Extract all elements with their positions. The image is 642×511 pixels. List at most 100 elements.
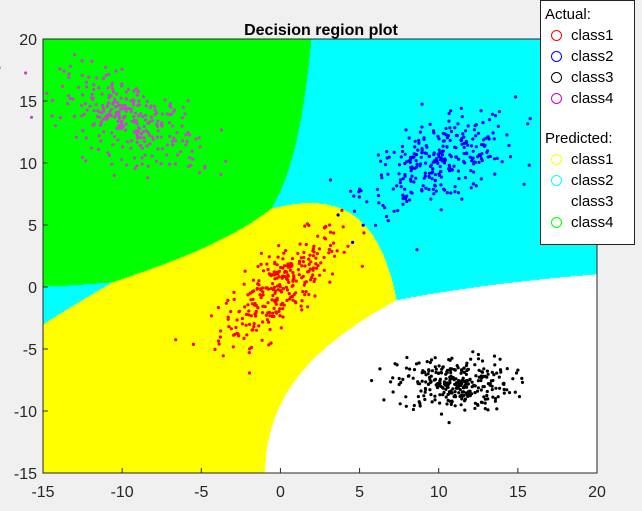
data-point-class4 <box>58 67 62 71</box>
data-point-class4 <box>155 122 159 126</box>
data-point-class3 <box>389 380 393 384</box>
data-point-class3 <box>476 386 480 390</box>
data-point-class4 <box>141 115 145 119</box>
legend-spacer <box>545 109 634 128</box>
data-point-class4 <box>134 87 138 91</box>
data-point-class1 <box>300 264 304 268</box>
data-point-class3 <box>444 377 448 381</box>
data-point-class3 <box>423 390 427 394</box>
legend-predicted-class1: class1 <box>545 149 634 170</box>
data-point-class2 <box>447 111 451 116</box>
data-point-class4 <box>168 104 172 108</box>
data-point-class1 <box>277 269 282 273</box>
data-point-class4 <box>84 80 89 84</box>
data-point-class3 <box>496 395 500 399</box>
data-point-class4 <box>50 98 55 103</box>
data-point-class1 <box>281 257 285 261</box>
data-point-class1 <box>287 280 291 284</box>
data-point-class2 <box>469 144 474 148</box>
data-point-class4 <box>115 110 119 114</box>
data-point-class4 <box>137 130 141 134</box>
data-point-class3 <box>445 381 449 385</box>
data-point-class1 <box>248 322 252 326</box>
data-point-class1 <box>259 296 263 300</box>
data-point-class2 <box>481 121 485 125</box>
data-point-class3 <box>476 379 480 383</box>
data-point-class1 <box>287 292 291 296</box>
y-tick-label: -5 <box>23 342 37 359</box>
data-point-class1 <box>283 264 287 268</box>
data-point-class3 <box>422 394 426 398</box>
data-point-class1 <box>314 266 319 270</box>
data-point-class3 <box>490 370 494 374</box>
data-point-class1 <box>288 297 292 301</box>
data-point-class4 <box>120 119 124 124</box>
data-point-class3 <box>493 363 497 367</box>
data-point-class4 <box>110 84 114 88</box>
data-point-class3 <box>498 368 503 372</box>
data-point-class1 <box>288 268 292 272</box>
data-point-class2 <box>456 169 460 173</box>
data-point-class3 <box>468 377 472 381</box>
data-point-class1 <box>261 269 266 273</box>
data-point-class3 <box>416 380 420 384</box>
data-point-class3 <box>517 395 522 399</box>
data-point-class3 <box>505 367 509 371</box>
data-point-class4 <box>137 126 141 130</box>
legend-marker <box>551 93 562 104</box>
data-point-class2 <box>439 156 443 160</box>
data-point-class2 <box>454 155 458 159</box>
data-point-class2 <box>443 132 447 136</box>
data-point-class4 <box>106 102 110 106</box>
data-point-class1 <box>267 255 271 259</box>
data-point-class2 <box>433 183 437 187</box>
data-point-class1 <box>302 283 306 287</box>
data-point-class2 <box>404 128 408 132</box>
data-point-class1 <box>243 305 247 309</box>
data-point-class2 <box>410 174 414 178</box>
data-point-class1 <box>268 327 272 332</box>
data-point-class1 <box>227 325 231 329</box>
data-point-class2 <box>508 155 513 159</box>
data-point-class4 <box>144 113 148 117</box>
data-point-class4 <box>198 145 202 149</box>
data-point-class1 <box>309 260 313 264</box>
data-point-class4 <box>181 139 185 143</box>
data-point-class3 <box>437 364 441 368</box>
data-point-class2 <box>401 193 405 197</box>
data-point-class1 <box>219 329 223 333</box>
data-point-class4 <box>92 87 96 92</box>
data-point-class1 <box>247 351 251 355</box>
data-point-class3 <box>473 391 477 395</box>
data-point-class2 <box>528 117 532 121</box>
data-point-class1 <box>311 254 315 258</box>
data-point-class1 <box>258 293 262 297</box>
data-point-class1 <box>291 298 295 302</box>
data-point-class4 <box>67 72 71 76</box>
data-point-class3 <box>513 390 517 394</box>
data-point-class4 <box>129 146 133 150</box>
data-point-class2 <box>445 136 449 140</box>
data-point-class4 <box>92 83 96 87</box>
data-point-class2 <box>442 161 447 165</box>
data-point-class3 <box>486 408 490 412</box>
data-point-class1 <box>314 256 318 260</box>
data-point-class1 <box>226 317 230 321</box>
data-point-class4 <box>135 136 140 140</box>
data-point-class4 <box>80 103 84 108</box>
data-point-class4 <box>117 103 121 107</box>
data-point-class1 <box>251 328 255 332</box>
data-point-class4 <box>173 162 178 166</box>
data-point-class3 <box>414 362 419 366</box>
data-point-class4 <box>153 108 157 112</box>
data-point-class1 <box>271 293 275 298</box>
data-point-class1 <box>191 342 195 346</box>
data-point-class4 <box>191 157 195 161</box>
y-tick-label: -10 <box>14 404 37 421</box>
data-point-class1 <box>226 298 230 302</box>
data-point-class2 <box>420 102 424 106</box>
data-point-class4 <box>100 111 104 115</box>
data-point-class4 <box>113 115 117 119</box>
data-point-class3 <box>458 387 462 392</box>
data-point-class2 <box>405 199 409 204</box>
